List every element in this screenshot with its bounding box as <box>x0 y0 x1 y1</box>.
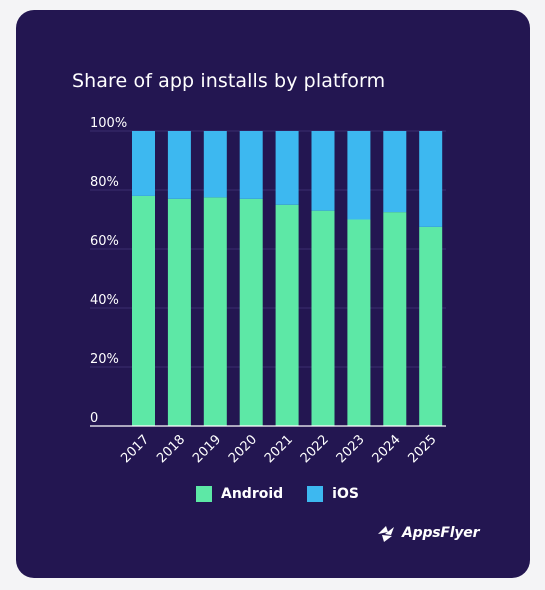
x-tick-label: 2025 <box>406 432 440 466</box>
appsflyer-bird-icon <box>378 526 394 542</box>
x-tick-label: 2018 <box>154 432 188 466</box>
bar-android-2022 <box>311 210 335 426</box>
x-tick-label: 2020 <box>226 432 260 466</box>
bar-ios-2020 <box>239 131 263 199</box>
legend: Android iOS <box>196 486 383 502</box>
bar-android-2020 <box>239 198 263 426</box>
bar-ios-2022 <box>311 131 335 211</box>
legend-label-ios: iOS <box>332 486 359 502</box>
legend-label-android: Android <box>221 486 284 502</box>
y-tick-label: 100% <box>90 116 127 131</box>
chart-title: Share of app installs by platform <box>72 70 386 92</box>
bar-ios-2024 <box>383 131 407 213</box>
bar-android-2018 <box>167 198 191 426</box>
x-tick-label: 2023 <box>334 432 368 466</box>
bar-ios-2023 <box>347 131 371 220</box>
x-tick-label: 2019 <box>190 432 224 466</box>
y-tick-label: 80% <box>90 175 119 190</box>
x-tick-label: 2024 <box>370 432 404 466</box>
legend-item-android: Android <box>196 486 283 502</box>
bar-ios-2025 <box>419 131 443 227</box>
bar-android-2019 <box>203 197 227 426</box>
bar-ios-2017 <box>132 131 155 196</box>
y-tick-label: 60% <box>90 234 119 249</box>
bar-ios-2018 <box>167 131 191 199</box>
x-tick-label: 2017 <box>118 432 152 466</box>
bar-android-2023 <box>347 219 371 426</box>
brand-name: AppsFlyer <box>402 525 480 541</box>
y-tick-label: 20% <box>90 352 119 367</box>
bar-android-2017 <box>132 195 155 426</box>
y-tick-label: 40% <box>90 293 119 308</box>
y-tick-label: 0 <box>90 411 98 426</box>
x-tick-label: 2022 <box>298 432 332 466</box>
appsflyer-logo: AppsFlyer <box>376 522 480 544</box>
bar-ios-2021 <box>275 131 299 205</box>
bar-android-2025 <box>419 226 443 426</box>
legend-swatch-ios <box>307 486 324 502</box>
bar-android-2021 <box>275 204 299 426</box>
x-tick-label: 2021 <box>262 432 296 466</box>
bar-ios-2019 <box>203 131 227 198</box>
legend-swatch-android <box>196 486 212 502</box>
bar-android-2024 <box>383 212 407 426</box>
legend-item-ios: iOS <box>307 486 359 502</box>
chart-card <box>16 10 530 578</box>
